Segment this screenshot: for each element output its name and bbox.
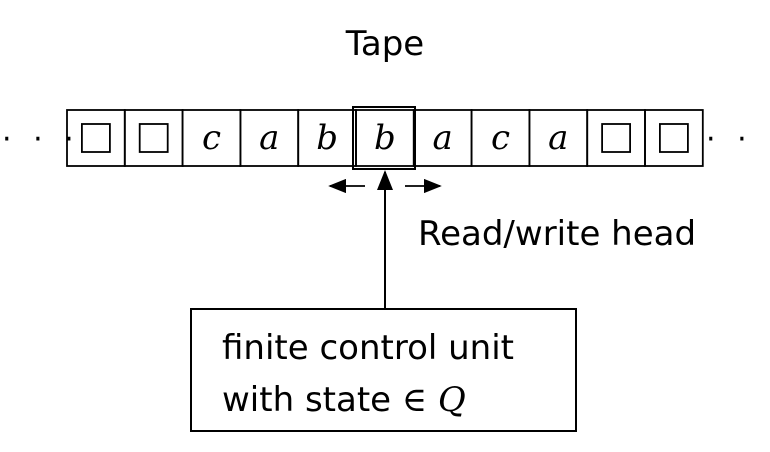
tape-cell: b (297, 109, 357, 167)
tape-cell: b (355, 109, 415, 167)
tape-cell (644, 109, 704, 167)
tape-title: Tape (345, 24, 425, 64)
tape-symbol: a (259, 118, 279, 158)
left-ellipsis: · · · (2, 122, 80, 157)
blank-symbol (81, 123, 111, 153)
element-of-symbol: ∈ (401, 380, 428, 420)
tape-cell: a (239, 109, 300, 167)
tape-cell: a (528, 109, 589, 167)
state-text: with state (222, 380, 392, 420)
tape-cell (586, 109, 646, 167)
tape-symbol: b (316, 118, 338, 158)
tape-symbol: b (374, 118, 396, 158)
tape-symbol: c (491, 118, 510, 158)
tape-symbol: a (548, 118, 568, 158)
tape-cell: a (412, 109, 473, 167)
blank-symbol (659, 123, 689, 153)
blank-symbol (138, 123, 169, 153)
finite-control-unit: finite control unit with state ∈ Q (190, 308, 577, 432)
state-set-symbol: Q (437, 380, 466, 420)
tape-cell: c (470, 109, 531, 167)
control-unit-line-1: finite control unit (222, 328, 515, 368)
tape-cell: c (181, 109, 242, 167)
control-unit-line-2: with state ∈ Q (222, 374, 575, 426)
blank-symbol (601, 123, 631, 153)
tape-symbol: c (202, 118, 221, 158)
tape-symbol: a (433, 118, 453, 158)
right-ellipsis: · · · (706, 122, 770, 157)
tape-cell (123, 109, 184, 167)
read-write-head-label: Read/write head (418, 214, 697, 254)
head-cell-highlight (352, 106, 416, 170)
